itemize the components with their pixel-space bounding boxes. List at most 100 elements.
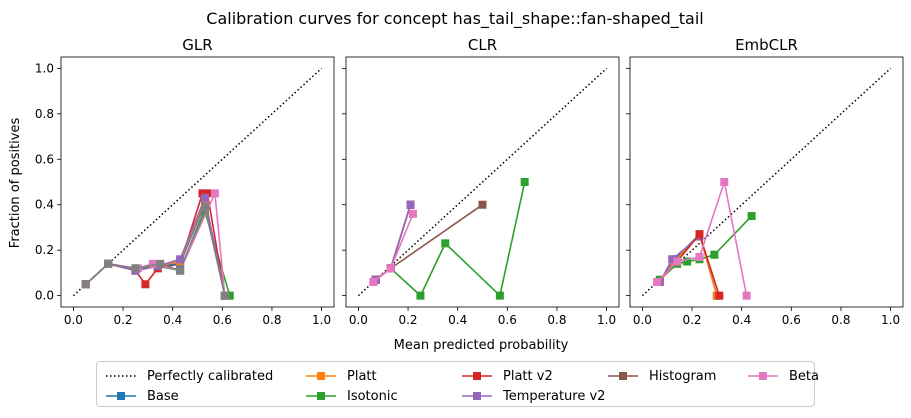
x-tick-label: 0.4	[163, 313, 182, 327]
legend-item: Isotonic	[305, 387, 398, 405]
x-tick-label: 0.6	[213, 313, 232, 327]
chart-legend: Perfectly calibrated Base Platt Isotonic Pla…	[96, 361, 819, 407]
x-tick-label: 0.0	[633, 313, 652, 327]
data-point-isotonic	[747, 212, 756, 221]
data-point-isotonic	[200, 207, 209, 216]
y-tick-label: 0.4	[35, 198, 54, 212]
x-axis-label: Mean predicted probability	[394, 338, 569, 353]
data-point-temperature-v2	[406, 200, 415, 209]
data-point-histogram	[104, 259, 113, 268]
series-line-isotonic	[375, 181, 526, 297]
legend-item: Histogram	[607, 367, 716, 385]
data-point-beta	[210, 189, 219, 198]
perfectly-calibrated-line	[357, 67, 608, 297]
panel-clr: CLR 0.0 0.2 0.4 0.6 0.8 1.0	[342, 36, 620, 327]
legend-label: Isotonic	[347, 388, 398, 404]
data-point-temperature-v2	[176, 255, 185, 264]
data-point-isotonic	[520, 178, 529, 186]
legend-label: Platt v2	[503, 368, 553, 384]
data-point-beta	[409, 209, 418, 218]
data-point-temperature-v2	[200, 193, 209, 202]
legend-swatch	[306, 392, 336, 400]
data-point-beta	[653, 278, 662, 286]
data-point-temperature-v2	[668, 255, 677, 264]
x-tick-label: 0.8	[262, 313, 281, 327]
legend-item: Perfectly calibrated	[105, 367, 273, 385]
legend-swatch	[306, 372, 336, 380]
legend-item: Beta	[747, 367, 819, 385]
data-point-beta	[369, 278, 378, 286]
data-point-isotonic	[416, 291, 425, 300]
y-tick-label: 0.8	[35, 107, 54, 121]
perfectly-calibrated-line	[72, 67, 323, 297]
panel-embclr: EmbCLR 0.0 0.2 0.4 0.6 0.8 1.0	[626, 36, 904, 327]
data-point-beta	[673, 257, 682, 266]
legend-swatch	[462, 392, 492, 400]
data-point-beta	[695, 253, 704, 261]
legend-label: Perfectly calibrated	[147, 368, 274, 384]
data-point-isotonic	[441, 239, 450, 248]
data-point-platt-v2	[203, 189, 212, 198]
x-tick-label: 0.4	[448, 313, 467, 327]
x-tick-label: 0.6	[782, 313, 801, 327]
legend-swatch	[106, 375, 136, 377]
legend-label: Beta	[789, 368, 819, 384]
x-tick-label: 0.8	[547, 313, 566, 327]
panel-glr: GLR 0.0 0.2 0.4 0.6 0.8 1.0 0.0 0.2 0.4 0.6 0.8 1.0	[35, 36, 335, 327]
data-point-histogram	[81, 280, 90, 289]
data-point-platt-v2	[141, 280, 150, 289]
data-point-histogram	[220, 291, 229, 300]
legend-swatch	[106, 392, 136, 400]
panel-title: EmbCLR	[735, 36, 798, 54]
data-point-isotonic	[225, 291, 234, 300]
panel-title: GLR	[182, 36, 212, 54]
y-tick-label: 1.0	[35, 61, 54, 75]
y-tick-label: 0.6	[35, 152, 54, 166]
data-point-beta	[148, 259, 157, 268]
data-point-histogram	[200, 203, 209, 211]
data-point-isotonic	[683, 257, 692, 266]
plot-frame	[60, 56, 335, 308]
x-tick-label: 0.8	[831, 313, 850, 327]
data-point-histogram	[478, 200, 487, 209]
plot-frame	[629, 56, 904, 308]
legend-item: Platt v2	[461, 367, 553, 385]
data-point-histogram	[176, 266, 185, 275]
panel-title: CLR	[468, 36, 497, 54]
legend-swatch	[748, 372, 778, 380]
legend-label: Base	[147, 388, 179, 404]
data-point-beta	[720, 178, 729, 186]
x-tick-label: 1.0	[881, 313, 900, 327]
legend-item: Platt	[305, 367, 377, 385]
data-point-platt-v2	[198, 189, 207, 198]
legend-item: Base	[105, 387, 179, 405]
x-tick-label: 0.4	[732, 313, 751, 327]
data-point-histogram	[131, 264, 140, 273]
data-point-platt-v2	[695, 230, 704, 239]
x-tick-label: 0.0	[64, 313, 83, 327]
x-tick-label: 1.0	[312, 313, 331, 327]
legend-swatch	[462, 372, 492, 380]
data-point-isotonic	[495, 291, 504, 300]
legend-item: Temperature v2	[461, 387, 605, 405]
data-point-histogram	[156, 259, 165, 268]
x-tick-label: 0.0	[349, 313, 368, 327]
series-line-histogram	[85, 206, 226, 296]
y-tick-label: 0.2	[35, 243, 54, 257]
x-tick-label: 0.2	[682, 313, 701, 327]
x-tick-label: 0.2	[113, 313, 132, 327]
legend-label: Temperature v2	[503, 388, 606, 404]
x-tick-label: 1.0	[597, 313, 616, 327]
y-axis-label: Fraction of positives	[8, 118, 23, 249]
data-point-beta	[742, 291, 751, 300]
data-point-beta	[386, 264, 395, 273]
plot-frame	[345, 56, 620, 308]
data-point-platt-v2	[715, 291, 724, 300]
legend-swatch	[608, 372, 638, 380]
x-tick-label: 0.2	[398, 313, 417, 327]
legend-label: Histogram	[649, 368, 717, 384]
data-point-isotonic	[710, 250, 719, 259]
legend-label: Platt	[347, 368, 377, 384]
x-tick-label: 0.6	[498, 313, 517, 327]
